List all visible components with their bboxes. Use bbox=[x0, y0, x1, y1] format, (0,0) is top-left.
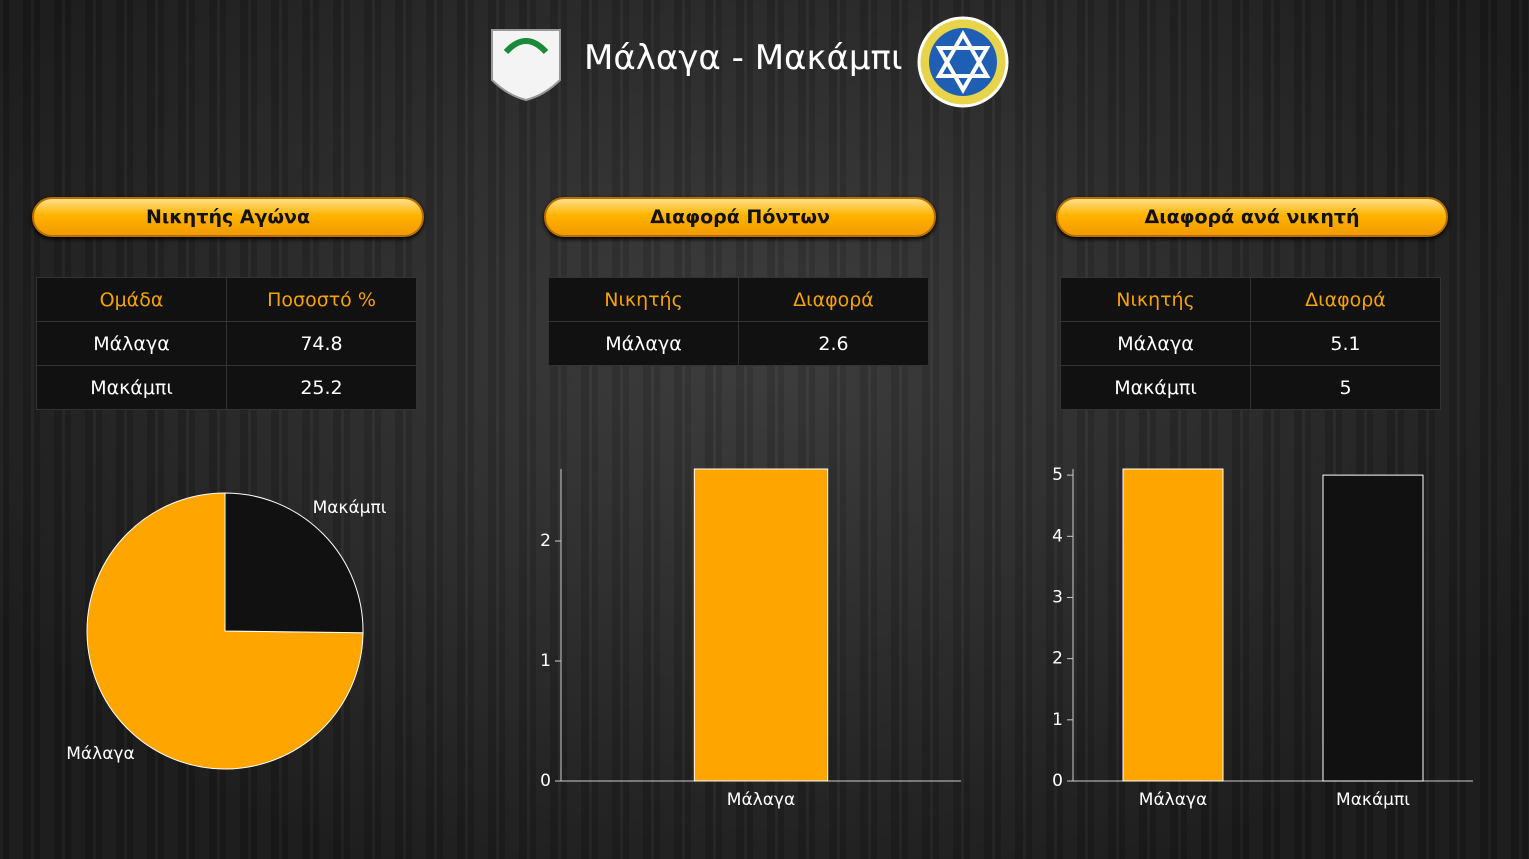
row: Μάλαγα 74.8 bbox=[36, 321, 417, 366]
row: Μάλαγα 5.1 bbox=[1060, 321, 1441, 366]
header-row: Νικητής Διαφορά bbox=[1060, 277, 1441, 322]
y-tick-label: 5 bbox=[1052, 465, 1063, 485]
pie-slice bbox=[86, 492, 364, 770]
column-header: Ομάδα bbox=[36, 277, 227, 322]
away-logo bbox=[917, 16, 1009, 108]
home-logo bbox=[491, 29, 561, 102]
x-tick-label: Μάλαγα bbox=[1139, 790, 1207, 810]
cell: Μακάμπι bbox=[36, 365, 227, 410]
y-tick-label: 2 bbox=[540, 531, 551, 551]
y-tick-label: 4 bbox=[1052, 526, 1063, 546]
y-tick-label: 0 bbox=[1052, 771, 1063, 791]
table: Νικητής Διαφορά Μάλαγα 5.1 Μακάμπι 5 bbox=[1060, 277, 1441, 410]
x-tick-label: Μακάμπι bbox=[1336, 790, 1410, 810]
y-tick-label: 1 bbox=[1052, 710, 1063, 730]
cell: 5.1 bbox=[1250, 321, 1441, 366]
column-header: Διαφορά bbox=[1250, 277, 1441, 322]
column-header: Ποσοστό % bbox=[226, 277, 417, 322]
table: Ομάδα Ποσοστό % Μάλαγα 74.8 Μακάμπι 25.2 bbox=[36, 277, 417, 410]
panel-title: Διαφορά ανά νικητή bbox=[1056, 197, 1448, 237]
header-row: Ομάδα Ποσοστό % bbox=[36, 277, 417, 322]
column-header: Νικητής bbox=[1060, 277, 1251, 322]
bar bbox=[1122, 468, 1224, 782]
y-tick-label: 1 bbox=[540, 651, 551, 671]
column-header: Νικητής bbox=[548, 277, 739, 322]
panel-title: Νικητής Αγώνα bbox=[32, 197, 424, 237]
cell: 25.2 bbox=[226, 365, 417, 410]
cell: 5 bbox=[1250, 365, 1441, 410]
y-tick-label: 0 bbox=[540, 771, 551, 791]
cell: Μάλαγα bbox=[1060, 321, 1251, 366]
header-row: Νικητής Διαφορά bbox=[548, 277, 929, 322]
slice-label: Μάλαγα bbox=[66, 744, 134, 764]
row: Μάλαγα 2.6 bbox=[548, 321, 929, 366]
cell: Μάλαγα bbox=[36, 321, 227, 366]
pie-slice bbox=[224, 492, 364, 634]
cell: 74.8 bbox=[226, 321, 417, 366]
slice-label: Μακάμπι bbox=[313, 498, 387, 518]
bar bbox=[1322, 474, 1424, 782]
table: Νικητής Διαφορά Μάλαγα 2.6 bbox=[548, 277, 929, 366]
row: Μακάμπι 5 bbox=[1060, 365, 1441, 410]
cell: Μάλαγα bbox=[548, 321, 739, 366]
bar bbox=[693, 468, 829, 782]
row: Μακάμπι 25.2 bbox=[36, 365, 417, 410]
panel-title: Διαφορά Πόντων bbox=[544, 197, 936, 237]
page-title: Μάλαγα - Μακάμπι bbox=[584, 38, 903, 78]
y-tick-label: 2 bbox=[1052, 649, 1063, 669]
x-tick-label: Μάλαγα bbox=[727, 790, 795, 810]
cell: 2.6 bbox=[738, 321, 929, 366]
column-header: Διαφορά bbox=[738, 277, 929, 322]
y-tick-label: 3 bbox=[1052, 587, 1063, 607]
cell: Μακάμπι bbox=[1060, 365, 1251, 410]
